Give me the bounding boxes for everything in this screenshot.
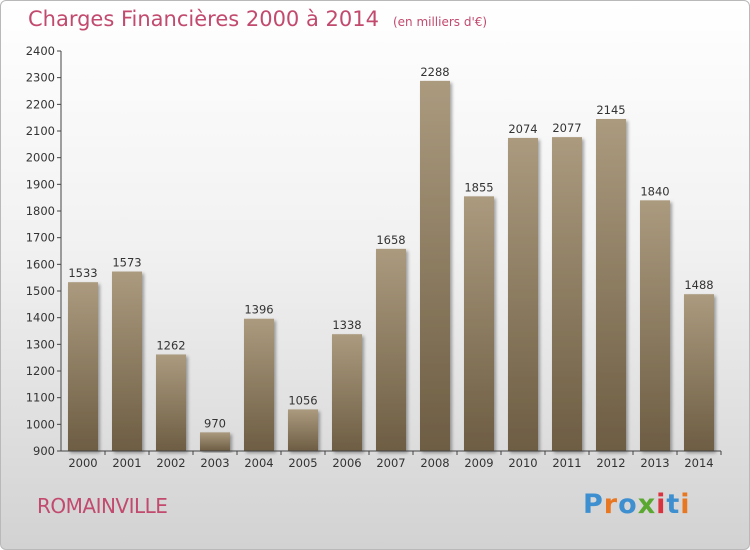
- logo-letter: x: [637, 489, 657, 520]
- data-label-2006: 1338: [332, 318, 361, 332]
- x-tick-label-2011: 2011: [552, 456, 581, 470]
- bar-2005: [288, 409, 318, 451]
- y-tick-label: 2100: [26, 124, 55, 138]
- bar-2013: [640, 200, 670, 451]
- logo-letter: o: [618, 489, 638, 520]
- bar-2010: [508, 137, 538, 451]
- bar-2006: [332, 334, 362, 451]
- x-tick-label-2001: 2001: [112, 456, 141, 470]
- x-tick-label-2013: 2013: [640, 456, 669, 470]
- bar-2011: [552, 137, 582, 451]
- y-tick-label: 1400: [26, 311, 55, 325]
- data-label-2001: 1573: [112, 256, 141, 270]
- bar-2000: [68, 282, 98, 451]
- data-label-2011: 2077: [552, 121, 581, 135]
- city-name: ROMAINVILLE: [37, 494, 168, 518]
- bar-2002: [156, 354, 186, 451]
- data-label-2000: 1533: [68, 266, 97, 280]
- logo-letter: i: [680, 489, 691, 520]
- unit-label: (en milliers d'€): [392, 15, 488, 29]
- y-tick-label: 1800: [26, 204, 55, 218]
- x-tick-label-2000: 2000: [68, 456, 97, 470]
- y-tick-label: 2400: [26, 44, 55, 58]
- data-label-2009: 1855: [464, 180, 493, 194]
- y-tick-label: 1300: [26, 337, 55, 351]
- y-tick-label: 1500: [26, 284, 55, 298]
- data-label-2002: 1262: [156, 338, 185, 352]
- y-tick-label: 900: [33, 444, 55, 458]
- x-tick-label-2004: 2004: [244, 456, 273, 470]
- y-tick-label: 1600: [26, 257, 55, 271]
- x-tick-label-2010: 2010: [508, 456, 537, 470]
- x-tick-label-2005: 2005: [288, 456, 317, 470]
- y-tick-label: 2000: [26, 151, 55, 165]
- data-label-2014: 1488: [684, 278, 713, 292]
- data-label-2003: 970: [204, 416, 226, 430]
- x-tick-label-2003: 2003: [200, 456, 229, 470]
- logo-letter: t: [666, 489, 681, 520]
- data-label-2008: 2288: [420, 65, 449, 79]
- title-text: Charges Financières 2000 à 2014: [28, 7, 379, 31]
- data-label-2013: 1840: [640, 184, 669, 198]
- bar-2009: [464, 196, 494, 451]
- bar-2003: [200, 432, 230, 451]
- y-tick-label: 2200: [26, 97, 55, 111]
- bar-2012: [596, 119, 626, 451]
- x-tick-label-2007: 2007: [376, 456, 405, 470]
- bar-2001: [112, 271, 142, 451]
- y-tick-label: 1000: [26, 417, 55, 431]
- proxiti-logo[interactable]: Proxiti: [583, 489, 691, 520]
- logo-letter: r: [603, 489, 619, 520]
- chart-title: Charges Financières 2000 à 2014 (en milli…: [28, 7, 487, 31]
- data-label-2012: 2145: [596, 103, 625, 117]
- data-label-2005: 1056: [288, 393, 317, 407]
- y-tick-label: 1100: [26, 391, 55, 405]
- data-label-2007: 1658: [376, 233, 405, 247]
- bar-2014: [684, 294, 714, 451]
- bar-2007: [376, 248, 406, 451]
- y-tick-label: 2300: [26, 71, 55, 85]
- y-tick-label: 1700: [26, 231, 55, 245]
- logo-letter: P: [583, 489, 604, 520]
- y-tick-label: 1200: [26, 364, 55, 378]
- x-tick-label-2014: 2014: [684, 456, 713, 470]
- y-tick-label: 1900: [26, 177, 55, 191]
- x-tick-label-2006: 2006: [332, 456, 361, 470]
- x-tick-label-2012: 2012: [596, 456, 625, 470]
- data-label-2004: 1396: [244, 303, 273, 317]
- data-label-2010: 2074: [508, 122, 537, 136]
- x-tick-label-2002: 2002: [156, 456, 185, 470]
- bar-2004: [244, 318, 274, 451]
- x-tick-label-2008: 2008: [420, 456, 449, 470]
- logo-letter: i: [656, 489, 667, 520]
- x-tick-label-2009: 2009: [464, 456, 493, 470]
- bar-2008: [420, 80, 450, 451]
